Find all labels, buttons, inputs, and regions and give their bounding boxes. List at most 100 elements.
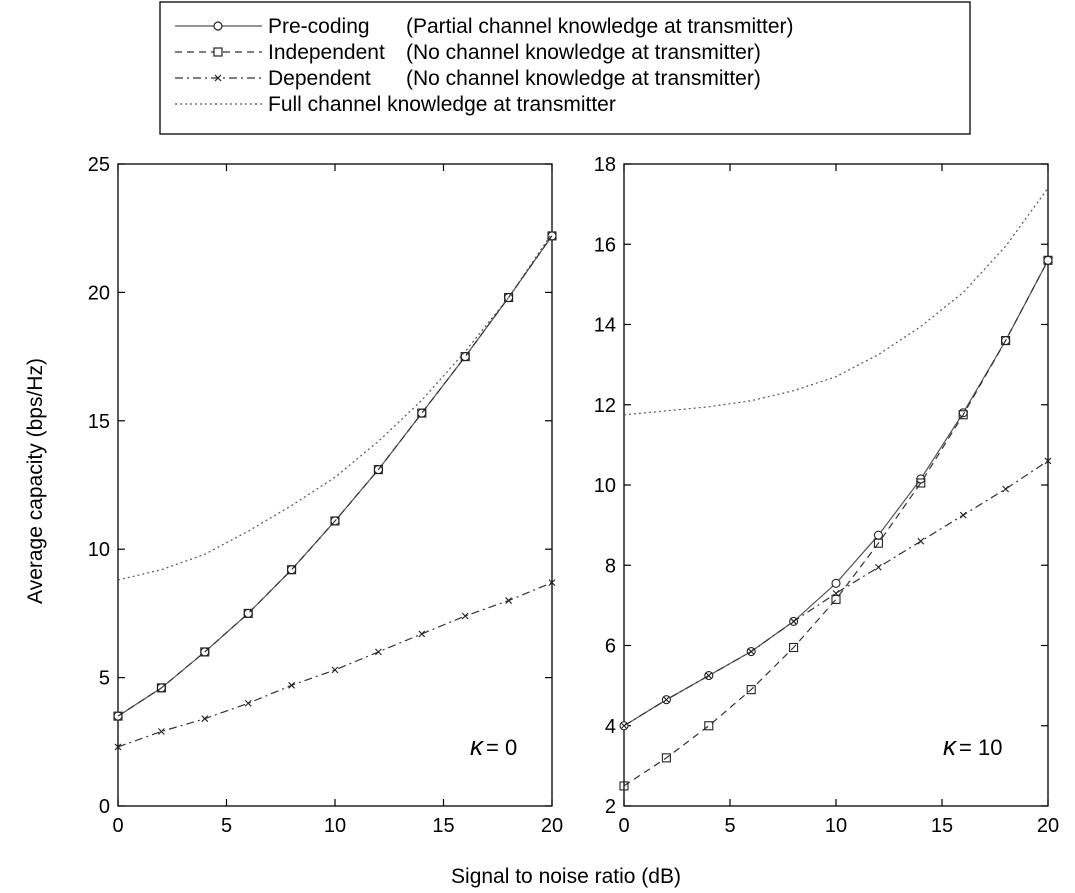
legend-desc-0: (Partial channel knowledge at transmitte… — [406, 15, 794, 38]
legend-entry-2: Dependent (No channel knowledge at trans… — [175, 67, 761, 90]
legend-desc-2: (No channel knowledge at transmitter) — [406, 67, 761, 90]
legend-label-2: Dependent — [268, 67, 371, 90]
data-point-square — [704, 721, 714, 731]
data-point-square — [200, 647, 210, 657]
data-point-x — [158, 728, 165, 735]
data-point-x — [1044, 457, 1052, 465]
data-point-square — [746, 685, 756, 695]
data-point-square — [916, 478, 926, 488]
legend-marker-circle — [213, 21, 223, 31]
data-point-x — [959, 511, 967, 519]
y-tick-label: 10 — [88, 539, 110, 561]
data-point-x — [375, 648, 382, 656]
plot-area-frame — [623, 163, 1049, 807]
y-tick-label: 14 — [594, 315, 616, 337]
data-point-x — [620, 722, 628, 730]
legend-label-3: Full channel knowledge at transmitter — [268, 93, 616, 116]
x-tick-label: 20 — [1037, 815, 1059, 837]
legend-label-0: Pre-coding — [268, 15, 370, 38]
kappa-value: = 0 — [486, 735, 517, 760]
data-point-square — [417, 408, 427, 418]
data-point-x — [917, 537, 925, 545]
series-line-2 — [623, 460, 1049, 727]
data-point-square — [330, 516, 340, 526]
x-tick-label: 15 — [931, 815, 953, 837]
y-tick-label: 8 — [605, 555, 616, 577]
x-tick-label: 10 — [825, 815, 847, 837]
data-point-square — [156, 683, 166, 693]
series-line-2 — [117, 582, 553, 748]
data-point-circle — [873, 530, 883, 540]
legend-label-1: Independent — [268, 41, 385, 64]
series-line-0 — [623, 260, 1049, 727]
legend-entry-1: Independent (No channel knowledge at tra… — [175, 41, 761, 64]
data-point-square — [958, 410, 968, 420]
panel-right: 0 5 10 15 20 2 4 6 8 10 12 14 16 18 κ = 10 — [594, 154, 1059, 837]
y-tick-label: 2 — [605, 796, 616, 818]
data-point-x — [461, 612, 469, 620]
data-point-square — [113, 711, 123, 721]
data-point-x — [875, 563, 882, 571]
series-line-0 — [117, 235, 553, 717]
kappa-annotation: κ = 0 — [470, 731, 517, 761]
data-point-x — [418, 630, 426, 638]
data-point-square — [661, 753, 671, 763]
y-tick-label: 16 — [594, 234, 616, 256]
data-point-x — [832, 589, 840, 597]
data-point-x — [705, 672, 713, 679]
data-point-x — [548, 579, 556, 586]
data-point-square — [873, 538, 883, 548]
data-point-square — [1001, 335, 1011, 346]
y-tick-label: 12 — [594, 395, 616, 417]
y-tick-label: 15 — [88, 411, 110, 433]
data-point-x — [505, 597, 512, 604]
data-point-x — [288, 681, 295, 689]
series-line-1 — [117, 235, 553, 717]
data-point-x — [790, 618, 797, 625]
y-axis-label: Average capacity (bps/Hz) — [24, 358, 47, 604]
data-point-square — [619, 781, 629, 791]
data-point-x — [201, 715, 209, 723]
data-point-square — [504, 292, 514, 303]
data-point-x — [331, 666, 339, 674]
data-point-x — [747, 648, 755, 655]
series-line-1 — [623, 260, 1049, 787]
data-point-square — [1043, 255, 1053, 265]
data-point-square — [243, 608, 253, 618]
data-point-x — [1002, 485, 1009, 493]
x-tick-label: 15 — [432, 815, 454, 837]
x-tick-label: 10 — [324, 815, 346, 837]
y-tick-label: 25 — [88, 154, 110, 176]
kappa-symbol: κ — [470, 731, 485, 761]
legend-marker-x — [214, 74, 222, 82]
kappa-value: = 10 — [959, 735, 1002, 760]
legend-entry-0: Pre-coding (Partial channel knowledge at… — [175, 15, 794, 38]
plot-area-frame — [117, 163, 553, 807]
y-tick-label: 0 — [99, 796, 110, 818]
y-tick-label: 20 — [88, 282, 110, 304]
legend: Pre-coding (Partial channel knowledge at… — [159, 1, 971, 135]
series-line-3 — [623, 187, 1049, 416]
x-tick-label: 0 — [112, 815, 123, 837]
data-point-x — [663, 696, 670, 704]
legend-entry-3: Full channel knowledge at transmitter — [175, 93, 616, 116]
data-point-square — [373, 465, 383, 475]
data-point-square — [789, 642, 799, 653]
legend-marker-square — [213, 47, 223, 57]
legend-desc-1: (No channel knowledge at transmitter) — [406, 41, 761, 64]
x-tick-label: 5 — [724, 815, 735, 837]
kappa-symbol: κ — [943, 731, 958, 761]
panel-left: 0 5 10 15 20 0 5 10 15 20 25 κ = 0 — [88, 154, 563, 837]
data-point-circle — [831, 578, 841, 588]
y-tick-label: 6 — [605, 636, 616, 658]
kappa-annotation: κ = 10 — [943, 731, 1002, 761]
data-point-circle — [113, 711, 123, 721]
data-point-x — [244, 699, 252, 707]
y-tick-label: 10 — [594, 475, 616, 497]
y-tick-label: 4 — [605, 716, 616, 738]
x-tick-label: 5 — [221, 815, 232, 837]
data-point-square — [287, 565, 297, 575]
data-point-square — [547, 231, 557, 241]
y-tick-label: 5 — [99, 668, 110, 690]
